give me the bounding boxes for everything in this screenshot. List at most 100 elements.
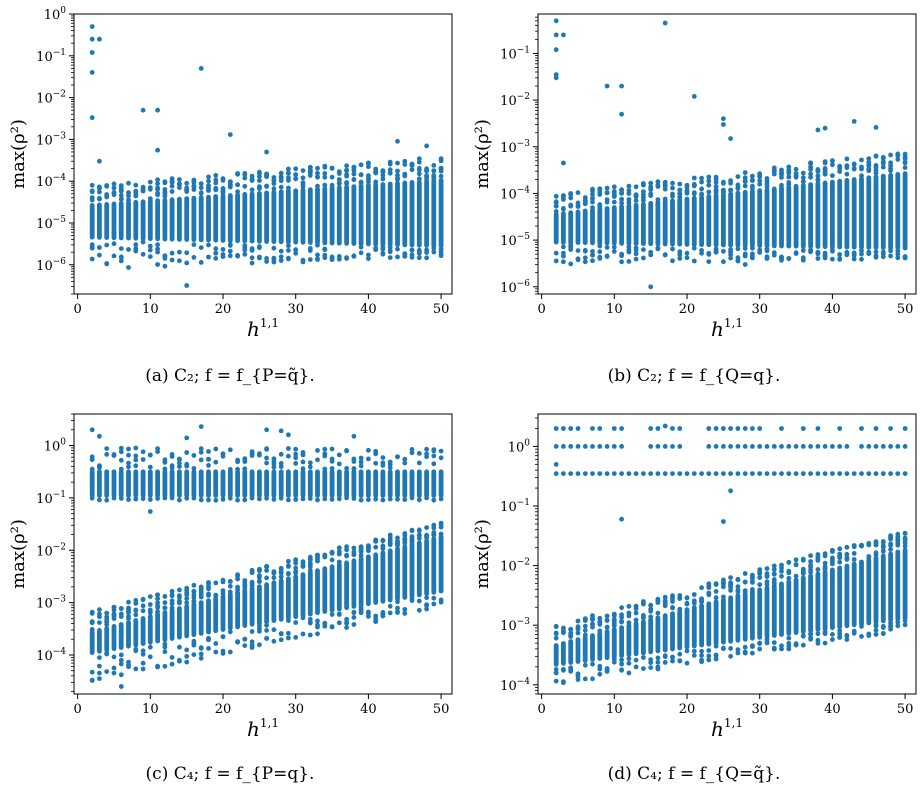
data-point bbox=[140, 457, 146, 462]
y-tick-label: 10−4 bbox=[500, 185, 530, 202]
data-column bbox=[438, 534, 444, 594]
data-point bbox=[611, 613, 617, 619]
data-point bbox=[366, 164, 371, 170]
data-column bbox=[793, 183, 799, 249]
data-point bbox=[140, 603, 146, 609]
data-point bbox=[626, 670, 632, 676]
data-point bbox=[373, 448, 379, 454]
data-point bbox=[111, 495, 117, 501]
data-point bbox=[184, 587, 190, 593]
data-point bbox=[395, 605, 400, 611]
data-point bbox=[198, 449, 204, 455]
data-point bbox=[662, 196, 668, 202]
data-point bbox=[402, 531, 408, 536]
data-point bbox=[387, 610, 393, 616]
data-column bbox=[742, 189, 748, 248]
data-column-upper bbox=[249, 469, 255, 498]
data-point bbox=[169, 598, 175, 604]
data-point bbox=[561, 667, 566, 672]
data-point bbox=[278, 461, 284, 466]
data-point bbox=[177, 587, 182, 593]
data-point bbox=[162, 256, 168, 261]
data-column bbox=[373, 552, 379, 605]
data-point bbox=[859, 444, 864, 449]
data-point bbox=[670, 655, 675, 660]
data-point bbox=[670, 599, 675, 604]
data-column bbox=[655, 200, 661, 247]
data-point bbox=[278, 178, 284, 184]
data-point bbox=[648, 665, 654, 670]
data-point bbox=[648, 426, 654, 431]
data-point bbox=[126, 664, 131, 670]
data-point bbox=[257, 568, 262, 574]
data-point bbox=[307, 567, 313, 573]
data-column bbox=[373, 182, 379, 247]
data-point bbox=[104, 192, 110, 197]
data-point bbox=[177, 594, 182, 600]
data-point bbox=[830, 162, 835, 168]
data-point bbox=[118, 258, 124, 264]
data-point bbox=[604, 253, 610, 259]
data-point bbox=[431, 173, 437, 178]
data-point bbox=[779, 643, 784, 649]
data-point bbox=[89, 50, 95, 55]
data-column bbox=[147, 614, 153, 645]
data-point bbox=[118, 193, 124, 198]
data-point bbox=[822, 170, 828, 176]
data-point bbox=[300, 450, 306, 455]
data-point bbox=[278, 569, 284, 575]
data-point bbox=[89, 244, 95, 250]
data-column bbox=[358, 183, 364, 247]
data-point bbox=[830, 471, 835, 476]
data-point bbox=[184, 250, 190, 256]
data-point bbox=[140, 666, 146, 672]
data-point bbox=[111, 190, 117, 196]
data-point bbox=[329, 497, 335, 502]
data-column-upper bbox=[409, 469, 415, 498]
data-point bbox=[786, 256, 792, 261]
caption-c: (c) C₄; f = f_{P=q}. bbox=[145, 764, 315, 784]
data-point bbox=[358, 497, 364, 503]
data-point bbox=[641, 182, 646, 188]
data-point bbox=[351, 253, 357, 259]
data-point bbox=[873, 444, 879, 449]
data-point bbox=[706, 657, 712, 663]
data-point bbox=[815, 249, 821, 255]
data-column bbox=[735, 593, 741, 643]
data-point bbox=[104, 452, 110, 457]
data-point bbox=[140, 184, 146, 190]
data-point bbox=[844, 556, 850, 561]
data-point bbox=[147, 497, 153, 502]
data-column bbox=[329, 564, 335, 613]
data-point bbox=[902, 165, 908, 171]
data-column-upper bbox=[315, 469, 320, 498]
data-column bbox=[213, 596, 219, 634]
data-point bbox=[409, 247, 415, 253]
data-point bbox=[351, 171, 357, 177]
data-point bbox=[597, 189, 603, 195]
data-point bbox=[198, 446, 204, 452]
data-point bbox=[409, 450, 415, 456]
data-point bbox=[206, 646, 211, 651]
data-point bbox=[713, 656, 719, 662]
data-point bbox=[728, 488, 733, 494]
scatter-chart-d: 0 10 20 30 40 5010−410−310−210−1100h1,1max(ρ²… bbox=[472, 413, 917, 740]
x-tick-label: 50 bbox=[433, 702, 450, 717]
data-point bbox=[431, 601, 437, 607]
data-point bbox=[191, 255, 197, 260]
data-point bbox=[213, 446, 219, 452]
data-point bbox=[416, 171, 422, 177]
data-point bbox=[118, 652, 124, 658]
data-point bbox=[220, 648, 226, 654]
caption-b: (b) C₂; f = f_{Q=q}. bbox=[607, 366, 781, 386]
data-point bbox=[155, 147, 161, 153]
data-point bbox=[837, 471, 843, 476]
data-point bbox=[257, 184, 262, 190]
data-point bbox=[315, 618, 320, 624]
data-point bbox=[97, 676, 102, 681]
data-point bbox=[691, 258, 697, 264]
data-point bbox=[293, 560, 299, 566]
data-column bbox=[561, 211, 566, 245]
data-point bbox=[677, 194, 683, 200]
data-column bbox=[568, 210, 574, 245]
